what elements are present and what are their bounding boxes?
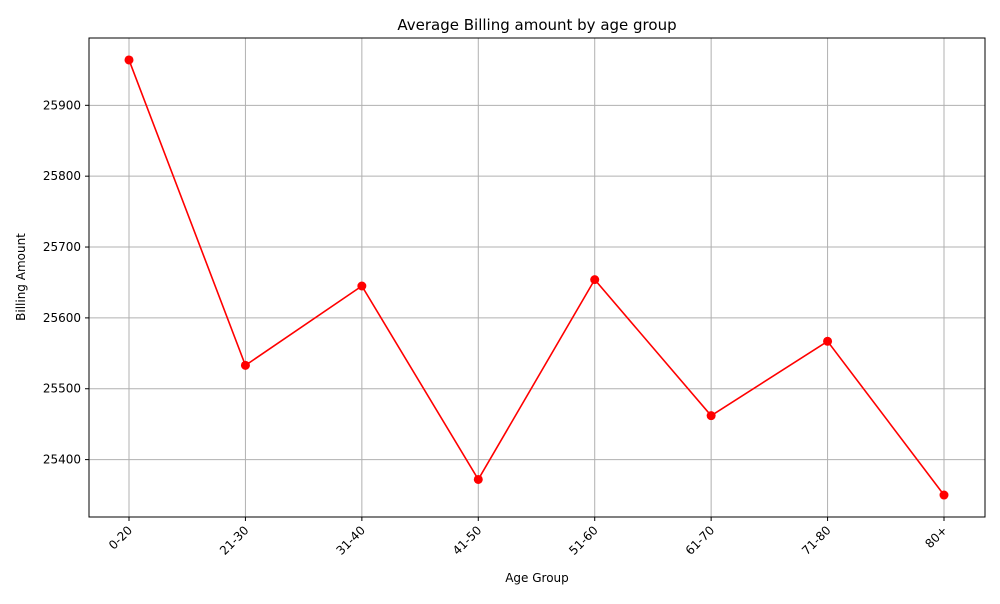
data-point: [240, 360, 250, 370]
y-tick-label: 25400: [43, 453, 81, 467]
x-tick-label: 31-40: [333, 523, 368, 558]
data-point: [357, 281, 367, 291]
y-tick-label: 25800: [43, 169, 81, 183]
x-tick-label: 51-60: [566, 523, 601, 558]
x-axis-label: Age Group: [505, 571, 569, 585]
data-point: [473, 474, 483, 484]
data-point: [706, 411, 716, 421]
series-layer: [124, 55, 949, 500]
x-tick-label: 80+: [922, 523, 950, 551]
y-tick-label: 25600: [43, 311, 81, 325]
x-axis-ticks: 0-20 21-30 31-40 41-50 51-60 61-70 71-80 80+: [106, 517, 950, 558]
data-point: [590, 275, 600, 285]
y-tick-label: 25900: [43, 98, 81, 112]
x-tick-label: 71-80: [799, 523, 834, 558]
y-tick-label: 25500: [43, 382, 81, 396]
x-tick-label: 0-20: [106, 523, 135, 552]
data-point: [124, 55, 134, 65]
grid: [89, 38, 985, 517]
x-tick-label: 41-50: [450, 523, 485, 558]
plot-area-frame: [88, 37, 986, 518]
x-tick-label: 61-70: [683, 523, 718, 558]
y-axis-ticks: 25400 25500 25600 25700 25800 25900: [43, 98, 89, 467]
data-point: [823, 336, 833, 346]
data-point: [939, 490, 949, 500]
x-tick-label: 21-30: [217, 523, 252, 558]
y-tick-label: 25700: [43, 240, 81, 254]
series-line: [128, 59, 945, 496]
chart-title: Average Billing amount by age group: [397, 16, 676, 34]
y-axis-label: Billing Amount: [14, 233, 28, 321]
